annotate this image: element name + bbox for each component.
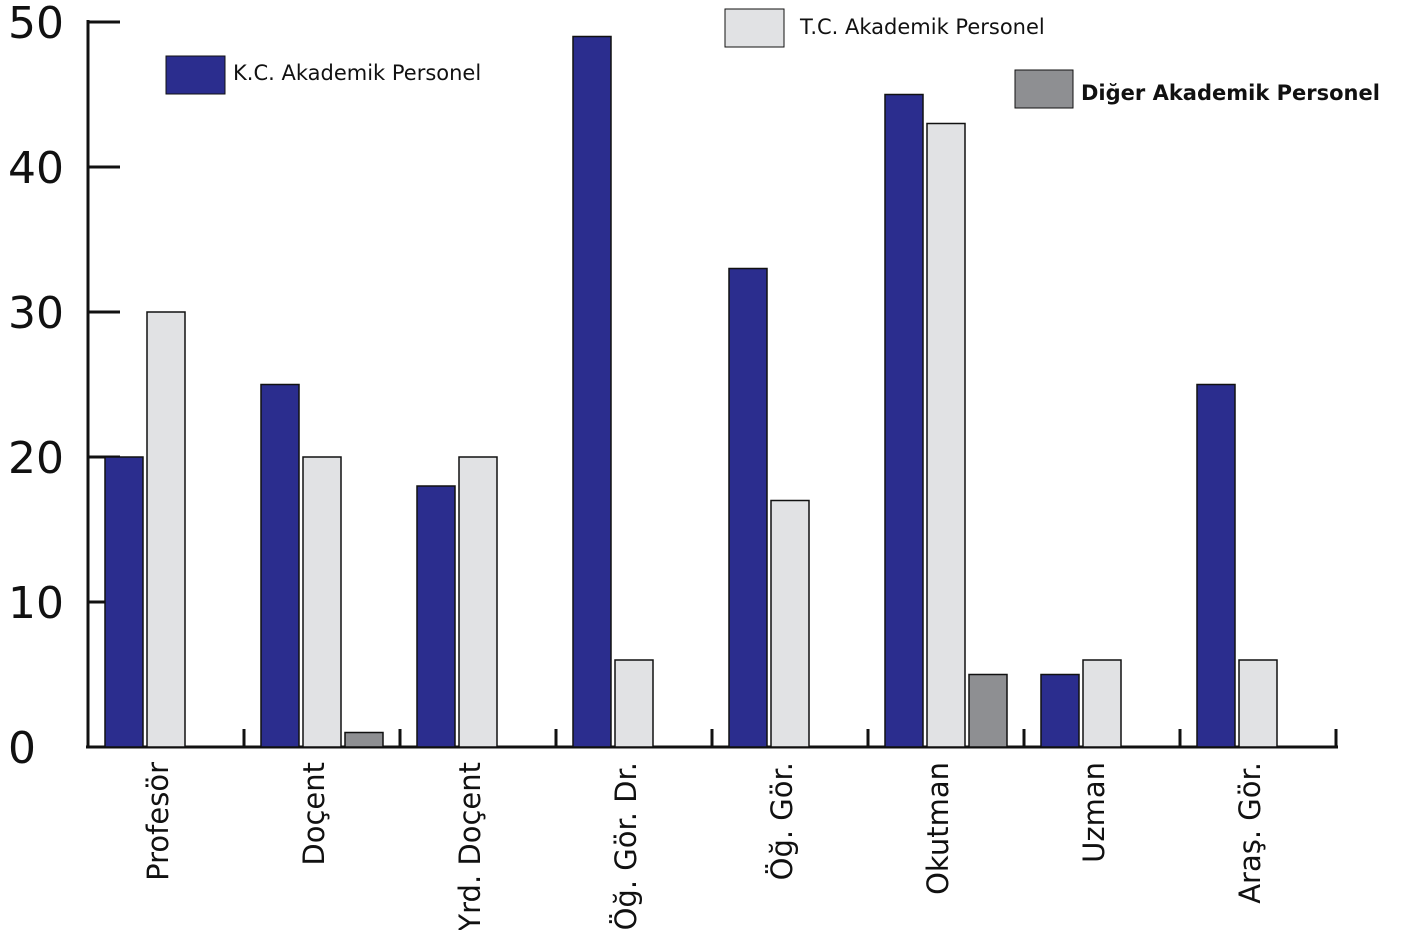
category-label: Öğ. Gör. Dr. (609, 762, 643, 930)
y-tick-label: 10 (8, 578, 64, 629)
bar-kc (260, 383, 300, 748)
bar-tc (1082, 659, 1122, 748)
bar-tc (302, 456, 342, 748)
category-label: Araş. Gör. (1233, 762, 1267, 904)
category-label: Okutman (921, 762, 955, 895)
bar-diger (968, 673, 1008, 748)
bar-kc (1196, 383, 1236, 748)
bar-kc (884, 93, 924, 748)
category-label: Öğ. Gör. (765, 762, 799, 880)
bar-tc (146, 311, 186, 748)
legend-item-kc: K.C. Akademik Personel (165, 55, 481, 95)
bar-tc (1238, 659, 1278, 748)
y-tick-label: 20 (8, 433, 64, 484)
bars (104, 35, 1278, 748)
legend-item-diger: Diğer Akademik Personel (1014, 69, 1380, 109)
y-tick-label: 50 (8, 0, 64, 49)
category-label: Yrd. Doçent (453, 762, 487, 930)
legend-swatch-tc (724, 8, 785, 48)
y-tick-label: 30 (8, 288, 64, 339)
bar-diger (344, 731, 384, 748)
category-label: Uzman (1077, 762, 1111, 863)
legend-label-diger: Diğer Akademik Personel (1081, 81, 1380, 105)
legend-swatch-diger (1014, 69, 1074, 109)
legend-item-tc: T.C. Akademik Personel (724, 8, 1045, 48)
bar-tc (770, 499, 810, 748)
bar-tc (458, 456, 498, 748)
legend-label-kc: K.C. Akademik Personel (233, 61, 481, 85)
axes: 0 10 20 30 40 50 (8, 0, 1338, 774)
bar-kc (728, 267, 768, 748)
category-label: Profesör (141, 762, 175, 881)
category-labels: Profesör Doçent Yrd. Doçent Öğ. Gör. Dr. Öğ.… (141, 762, 1267, 930)
bar-tc (926, 122, 966, 748)
legend: K.C. Akademik Personel T.C. Akademik Per… (165, 8, 1380, 109)
y-tick-label: 40 (8, 143, 64, 194)
legend-label-tc: T.C. Akademik Personel (799, 15, 1045, 39)
legend-swatch-kc (165, 55, 226, 95)
bar-kc (104, 456, 144, 748)
bar-kc (1040, 673, 1080, 748)
bar-kc (416, 485, 456, 748)
y-tick-label: 0 (8, 723, 36, 774)
bar-tc (614, 659, 654, 748)
bar-kc (572, 35, 612, 748)
category-label: Doçent (297, 762, 331, 866)
